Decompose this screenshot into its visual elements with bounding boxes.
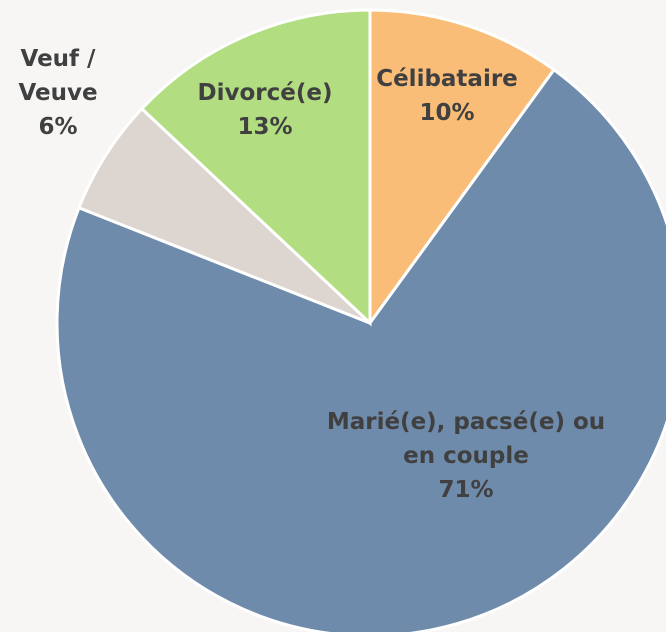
- slice-label: Marié(e), pacsé(e) ou en couple 71%: [316, 405, 616, 507]
- category-label: Marié(e), pacsé(e) ou en couple: [326, 409, 606, 469]
- slice-label: Veuf / Veuve 6%: [8, 42, 108, 144]
- slice-label: Divorcé(e) 13%: [165, 76, 365, 144]
- category-label: Célibataire: [376, 66, 518, 92]
- slice-label: Célibataire 10%: [347, 62, 547, 130]
- value-label: 10%: [419, 100, 475, 126]
- pie-slice: [77, 106, 372, 325]
- pie-slice: [139, 8, 372, 327]
- category-label: Veuf / Veuve: [18, 46, 98, 106]
- pie-slice: [55, 67, 666, 632]
- pie-slice: [368, 8, 557, 328]
- value-label: 6%: [38, 114, 78, 140]
- value-label: 71%: [438, 477, 494, 503]
- value-label: 13%: [237, 114, 293, 140]
- category-label: Divorcé(e): [197, 80, 333, 106]
